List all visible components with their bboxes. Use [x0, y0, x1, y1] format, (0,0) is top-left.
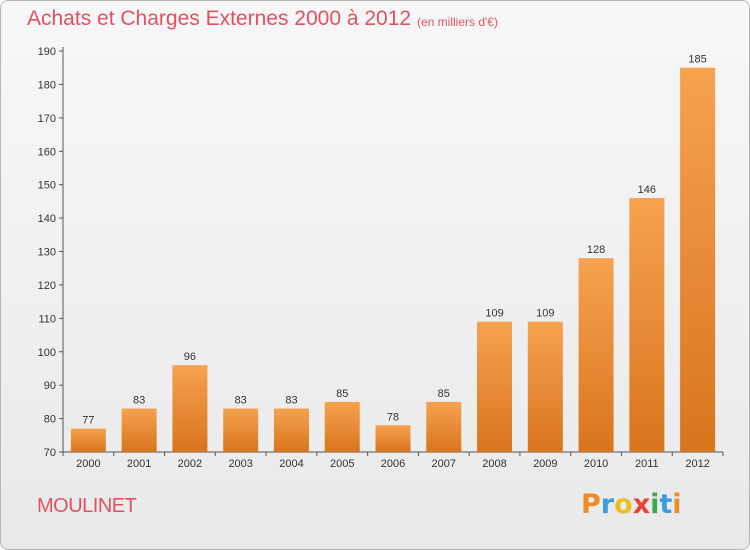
bar-value-label: 85 [438, 388, 450, 400]
x-tick-label: 2001 [127, 458, 151, 470]
logo-letter: x [632, 489, 651, 520]
y-tick-label: 90 [44, 380, 56, 392]
bar [324, 401, 360, 452]
x-tick-label: 2009 [533, 458, 557, 470]
bar-value-label: 83 [285, 395, 297, 407]
bar [527, 321, 563, 452]
proxiti-logo: Proxiti [581, 489, 682, 520]
y-tick-label: 150 [38, 180, 56, 192]
x-tick-label: 2011 [635, 458, 659, 470]
x-tick-label: 2010 [584, 458, 608, 470]
bar [629, 198, 665, 452]
y-tick-label: 190 [38, 46, 56, 58]
bar-value-label: 83 [133, 395, 145, 407]
x-tick-label: 2002 [178, 458, 202, 470]
x-tick-label: 2000 [76, 458, 100, 470]
y-tick-label: 120 [38, 280, 56, 292]
bar-value-label: 185 [688, 54, 706, 66]
logo-letter: i [672, 489, 682, 520]
chart-title: Achats et Charges Externes 2000 à 2012 [27, 7, 412, 30]
x-tick-label: 2004 [279, 458, 303, 470]
logo-letter: o [614, 489, 633, 520]
x-tick-label: 2003 [228, 458, 252, 470]
x-tick-label: 2005 [330, 458, 354, 470]
bar-value-label: 109 [536, 308, 554, 320]
bar [680, 67, 716, 452]
commune-name: MOULINET [37, 495, 137, 517]
bar [273, 408, 309, 452]
bar [70, 428, 106, 452]
x-tick-label: 2008 [482, 458, 506, 470]
bar-value-label: 78 [387, 411, 399, 423]
y-tick-label: 110 [38, 313, 56, 325]
logo-letter: i [650, 489, 660, 520]
chart-subtitle: (en milliers d'€) [417, 15, 498, 29]
bar [223, 408, 259, 452]
y-tick-label: 170 [38, 113, 56, 125]
bar [172, 365, 208, 452]
bar-value-label: 146 [638, 184, 656, 196]
x-tick-label: 2007 [432, 458, 456, 470]
y-tick-label: 140 [38, 213, 56, 225]
bar [578, 258, 614, 452]
labels: 77 2000 83 2001 96 2002 83 2003 83 2004 85 2005 78 20… [76, 54, 710, 470]
x-tick-label: 2006 [381, 458, 405, 470]
bar-value-label: 128 [587, 244, 605, 256]
bars [70, 67, 716, 452]
y-tick-label: 80 [44, 414, 56, 426]
bar-value-label: 77 [82, 415, 94, 427]
bar [375, 425, 411, 452]
x-tick-label: 2012 [685, 458, 709, 470]
logo-letter: P [581, 489, 601, 520]
y-tick-label: 100 [38, 347, 56, 359]
bar-value-label: 109 [485, 308, 503, 320]
bar-value-label: 83 [235, 395, 247, 407]
y-tick-label: 160 [38, 146, 56, 158]
y-tick-label: 180 [38, 79, 56, 91]
bar [121, 408, 157, 452]
bar-value-label: 96 [184, 351, 196, 363]
bar [477, 321, 513, 452]
y-tick-label: 130 [38, 247, 56, 259]
bar-value-label: 85 [336, 388, 348, 400]
y-tick-label: 70 [44, 447, 56, 459]
logo-letter: r [600, 489, 615, 520]
bar [426, 401, 462, 452]
logo-letter: t [659, 489, 673, 520]
